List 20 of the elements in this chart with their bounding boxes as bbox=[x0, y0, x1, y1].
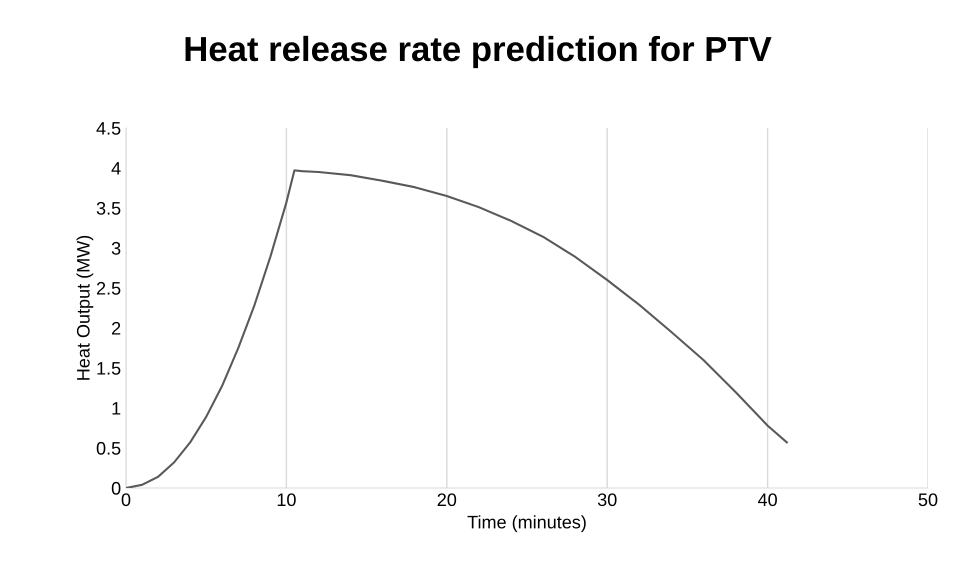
y-tick-label: 3.5 bbox=[96, 202, 120, 215]
y-tick-label: 4 bbox=[112, 162, 121, 175]
y-tick-label: 0 bbox=[112, 482, 120, 495]
chart-title: Heat release rate prediction for PTV bbox=[186, 36, 772, 68]
x-tick-label: 30 bbox=[598, 493, 617, 506]
y-tick-label: 2 bbox=[112, 322, 120, 335]
x-tick-label: 40 bbox=[758, 493, 777, 506]
y-tick-label: 4.5 bbox=[96, 122, 120, 135]
y-tick-label: 1.5 bbox=[97, 362, 120, 375]
y-axis-title: Heat Output (MW) bbox=[76, 236, 94, 380]
line-series bbox=[126, 169, 788, 488]
x-tick-label: 10 bbox=[278, 493, 296, 506]
y-tick-label: 3 bbox=[112, 242, 120, 255]
x-tick-label: 50 bbox=[918, 493, 938, 506]
y-tick-label: 1 bbox=[112, 402, 120, 415]
y-tick-label: 2.5 bbox=[96, 282, 120, 295]
x-tick-label: 20 bbox=[438, 493, 456, 506]
y-tick-label: 0.5 bbox=[96, 442, 120, 455]
x-axis-title: Time (minutes) bbox=[468, 515, 586, 532]
x-tick-label: 0 bbox=[122, 493, 130, 506]
